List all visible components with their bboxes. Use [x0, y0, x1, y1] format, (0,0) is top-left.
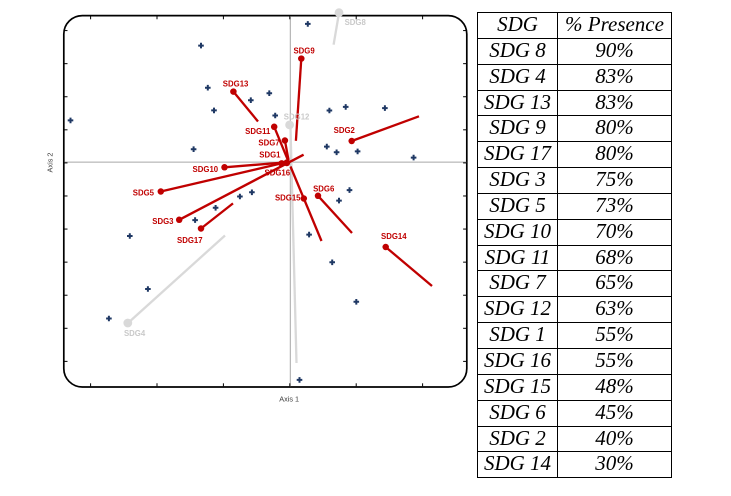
- svg-text:SDG15: SDG15: [275, 194, 301, 203]
- svg-text:SDG16: SDG16: [265, 168, 291, 177]
- svg-text:SDG9: SDG9: [293, 46, 315, 55]
- svg-text:SDG5: SDG5: [133, 188, 155, 197]
- svg-text:SDG8: SDG8: [345, 18, 367, 27]
- svg-text:SDG10: SDG10: [193, 165, 219, 174]
- svg-text:SDG13: SDG13: [223, 80, 249, 89]
- svg-text:SDG17: SDG17: [177, 236, 203, 245]
- svg-text:SDG1: SDG1: [259, 150, 281, 159]
- svg-text:SDG3: SDG3: [152, 217, 174, 226]
- svg-text:SDG2: SDG2: [334, 126, 356, 135]
- svg-text:SDG12: SDG12: [284, 113, 310, 122]
- svg-text:Axis 1: Axis 1: [279, 395, 299, 404]
- svg-text:SDG14: SDG14: [381, 232, 407, 241]
- svg-text:SDG4: SDG4: [124, 329, 146, 338]
- svg-text:Axis 2: Axis 2: [46, 153, 55, 173]
- svg-text:SDG7: SDG7: [258, 138, 279, 147]
- svg-text:SDG11: SDG11: [245, 127, 271, 136]
- svg-text:SDG6: SDG6: [313, 185, 335, 194]
